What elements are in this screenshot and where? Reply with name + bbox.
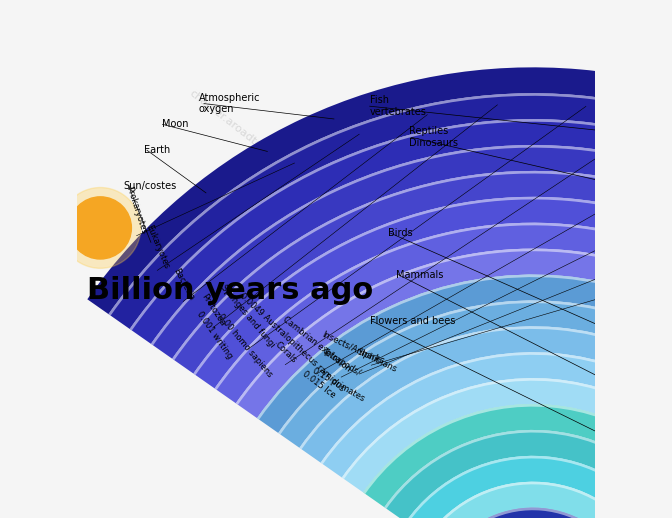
Text: Earth: Earth xyxy=(144,145,171,155)
Text: Sharks: Sharks xyxy=(356,347,386,365)
Wedge shape xyxy=(300,326,672,502)
Text: Mammals: Mammals xyxy=(396,269,443,280)
Text: 0.15 primates: 0.15 primates xyxy=(311,366,366,403)
Text: 0.00 homo sapiens: 0.00 homo sapiens xyxy=(216,312,274,379)
Wedge shape xyxy=(384,430,672,518)
Wedge shape xyxy=(130,119,672,414)
Text: Corals: Corals xyxy=(273,340,298,365)
Text: Cambrian explosion: Cambrian explosion xyxy=(280,315,352,374)
Wedge shape xyxy=(405,456,672,518)
Wedge shape xyxy=(194,197,672,437)
Wedge shape xyxy=(257,275,672,480)
Wedge shape xyxy=(194,197,672,447)
Text: Protozoa: Protozoa xyxy=(199,292,226,328)
Circle shape xyxy=(69,197,132,259)
Wedge shape xyxy=(321,352,672,513)
Wedge shape xyxy=(87,67,672,392)
Text: Bacteria: Bacteria xyxy=(171,266,196,301)
Text: 0.0049 Australopithecus ramidus: 0.0049 Australopithecus ramidus xyxy=(238,291,346,393)
Wedge shape xyxy=(172,171,672,436)
Text: Atmospheric
oxygen: Atmospheric oxygen xyxy=(199,93,260,114)
Wedge shape xyxy=(342,378,672,518)
Text: Prokaryotes: Prokaryotes xyxy=(124,185,149,236)
Text: Reptiles
Dinosaurs: Reptiles Dinosaurs xyxy=(409,126,458,148)
Wedge shape xyxy=(300,326,672,492)
Wedge shape xyxy=(278,300,672,481)
Wedge shape xyxy=(108,93,672,404)
Circle shape xyxy=(60,188,140,268)
Wedge shape xyxy=(427,482,650,518)
Wedge shape xyxy=(448,508,627,518)
Wedge shape xyxy=(172,171,672,426)
Wedge shape xyxy=(384,430,672,518)
Text: Tetrapods/: Tetrapods/ xyxy=(320,346,362,377)
Wedge shape xyxy=(130,119,672,405)
Wedge shape xyxy=(342,378,672,514)
Wedge shape xyxy=(214,223,672,458)
Wedge shape xyxy=(108,93,672,393)
Wedge shape xyxy=(448,508,627,518)
Wedge shape xyxy=(214,223,672,448)
Text: Fish
vertebrates: Fish vertebrates xyxy=(370,95,427,117)
Wedge shape xyxy=(257,275,672,470)
Wedge shape xyxy=(427,482,650,518)
Text: Moon: Moon xyxy=(163,119,189,130)
Text: chapter.aroadtome.com: chapter.aroadtome.com xyxy=(187,88,298,178)
Wedge shape xyxy=(151,145,672,415)
Wedge shape xyxy=(405,456,672,518)
Text: Billion years ago: Billion years ago xyxy=(87,276,374,305)
Wedge shape xyxy=(363,404,672,518)
Text: Sponges and fungi: Sponges and fungi xyxy=(219,283,277,349)
Wedge shape xyxy=(236,249,672,459)
Text: Birds: Birds xyxy=(388,228,413,238)
Text: Insects/Amphibians: Insects/Amphibians xyxy=(321,330,398,374)
Wedge shape xyxy=(278,300,672,491)
Text: chapter.aroadtome.com: chapter.aroadtome.com xyxy=(245,279,366,354)
Wedge shape xyxy=(151,145,672,425)
Text: Flowers and bees: Flowers and bees xyxy=(370,316,455,326)
Wedge shape xyxy=(321,352,672,503)
Text: Sun/costes: Sun/costes xyxy=(124,181,177,192)
Text: 0.001 writing: 0.001 writing xyxy=(195,309,234,360)
Text: Eukaryotes: Eukaryotes xyxy=(144,224,171,270)
Text: 0.015 Ice: 0.015 Ice xyxy=(301,369,337,400)
Wedge shape xyxy=(236,249,672,469)
Wedge shape xyxy=(363,404,672,518)
